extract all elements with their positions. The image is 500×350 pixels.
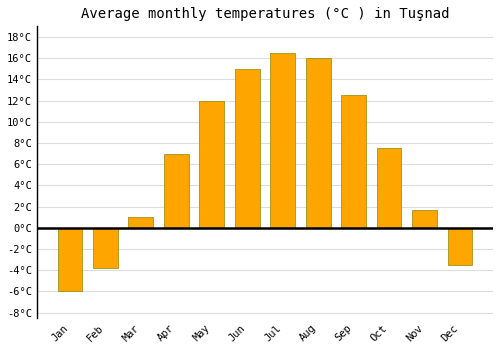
Bar: [200, 100, 224, 228]
Bar: [306, 58, 330, 228]
Bar: [376, 148, 402, 228]
Bar: [164, 154, 188, 228]
Title: Average monthly temperatures (°C ) in Tuşnad: Average monthly temperatures (°C ) in Tu…: [80, 7, 449, 21]
Bar: [448, 228, 472, 265]
Bar: [412, 210, 437, 228]
Bar: [235, 69, 260, 228]
Bar: [270, 53, 295, 228]
Bar: [58, 228, 82, 291]
Bar: [128, 217, 154, 228]
Bar: [93, 228, 118, 268]
Bar: [341, 95, 366, 228]
